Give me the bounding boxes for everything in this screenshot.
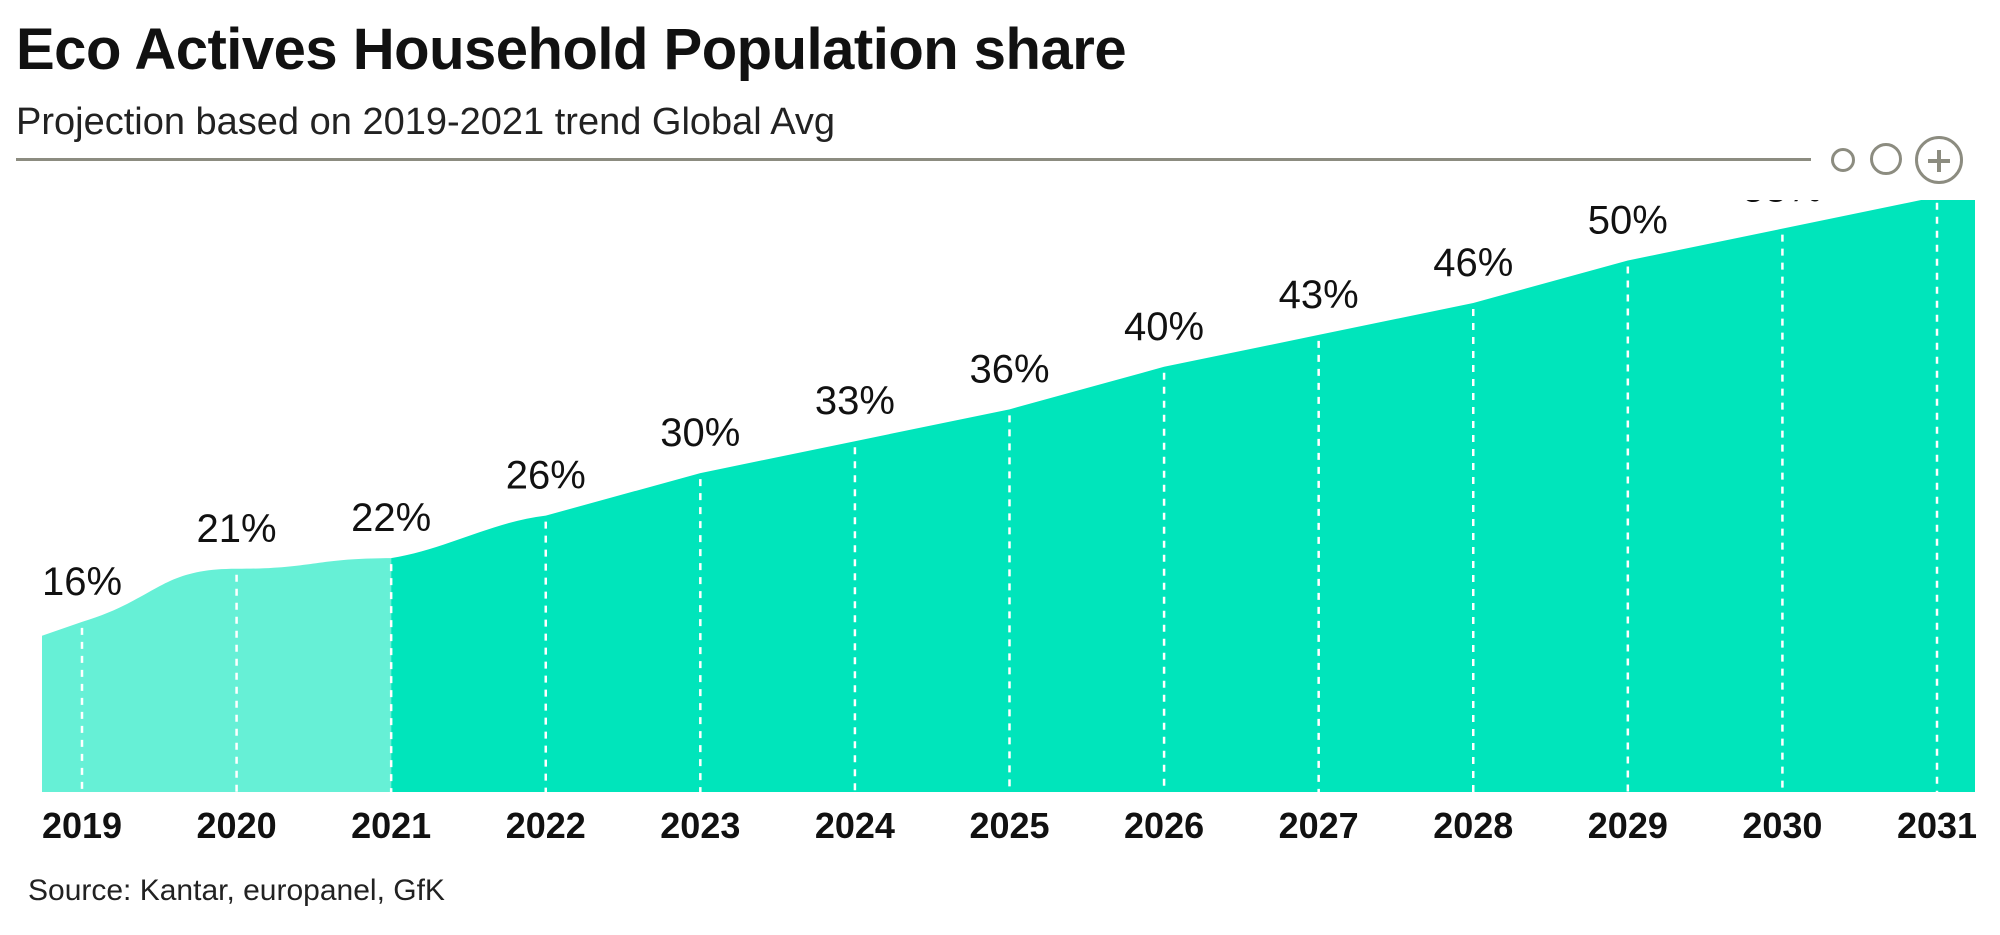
year-label: 2022 — [506, 805, 586, 846]
historical-area — [42, 558, 392, 792]
year-label: 2024 — [815, 805, 895, 846]
circle-icon[interactable] — [1831, 148, 1855, 172]
header-divider — [16, 158, 1811, 161]
year-label: 2019 — [42, 805, 122, 846]
year-label: 2031 — [1897, 805, 1977, 846]
projection-area — [391, 200, 1975, 792]
year-label: 2025 — [969, 805, 1049, 846]
year-label: 2027 — [1279, 805, 1359, 846]
year-label: 2030 — [1742, 805, 1822, 846]
value-label: 16% — [42, 560, 122, 604]
value-label: 26% — [506, 454, 586, 498]
year-label: 2023 — [660, 805, 740, 846]
circle-icon[interactable] — [1870, 143, 1902, 175]
year-labels: 2019 2020 2021 2022 2023 2024 2025 2026 2027 2028… — [42, 805, 1977, 846]
year-label: 2026 — [1124, 805, 1204, 846]
chart-areas — [42, 200, 1975, 792]
area-chart: 16%21%22%26%30%33%36%40%43%46%50%53%56% … — [42, 200, 1977, 846]
plus-circle-icon[interactable] — [1915, 136, 1963, 184]
year-label: 2021 — [351, 805, 431, 846]
year-label: 2028 — [1433, 805, 1513, 846]
year-label: 2020 — [197, 805, 277, 846]
year-label: 2029 — [1588, 805, 1668, 846]
value-label: 33% — [815, 379, 895, 423]
chart-title: Eco Actives Household Population share — [16, 17, 1127, 82]
value-labels: 16%21%22%26%30%33%36%40%43%46%50%53%56% — [42, 200, 1822, 604]
value-label: 43% — [1279, 273, 1359, 317]
value-label: 36% — [969, 347, 1049, 391]
value-label: 30% — [660, 411, 740, 455]
value-label: 22% — [351, 496, 431, 540]
source-note: Source: Kantar, europanel, GfK — [28, 874, 445, 907]
value-label: 53% — [1742, 200, 1822, 211]
value-label: 46% — [1433, 241, 1513, 285]
chart-subtitle: Projection based on 2019-2021 trend Glob… — [16, 101, 836, 143]
value-label: 21% — [197, 507, 277, 551]
value-label: 40% — [1124, 305, 1204, 349]
year-guides — [80, 202, 1939, 792]
value-label: 50% — [1588, 200, 1668, 243]
